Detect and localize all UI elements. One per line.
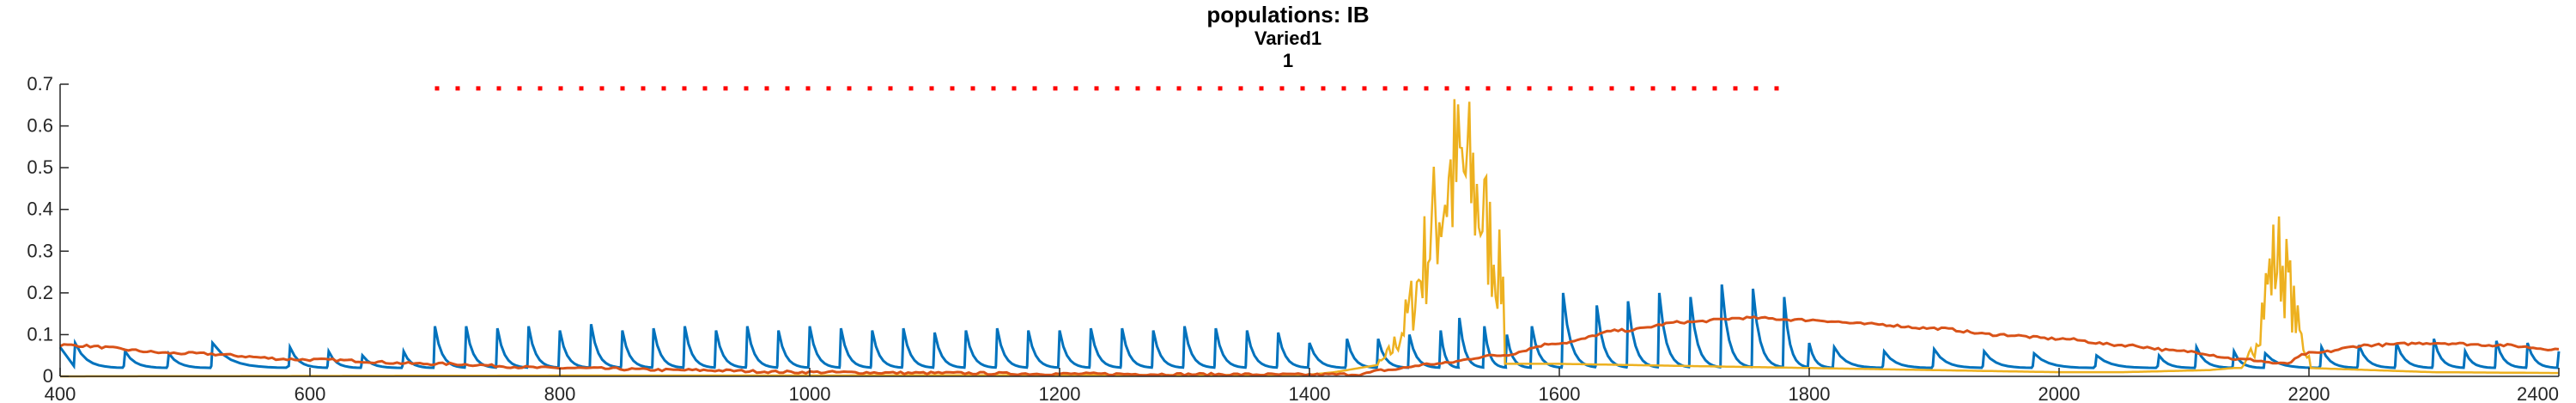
x-tick-label: 2400 xyxy=(2517,383,2559,403)
y-tick-label: 0.2 xyxy=(27,282,53,303)
chart-subtitle-1: Varied1 xyxy=(1255,27,1321,49)
x-tick-label: 2000 xyxy=(2038,383,2081,403)
plot-background xyxy=(60,84,2559,376)
axes-layer: 400 600 800 1000 1200 1400 1600 1800 2000 2200 240… xyxy=(27,73,2560,403)
x-tick-label: 400 xyxy=(45,383,76,403)
series-orange-line xyxy=(59,315,2560,377)
x-tick-label: 1400 xyxy=(1289,383,1331,403)
x-tick-label: 1200 xyxy=(1039,383,1081,403)
y-tick-label: 0.6 xyxy=(27,115,53,137)
x-tick-label: 600 xyxy=(295,383,326,403)
x-tick-label: 1000 xyxy=(789,383,831,403)
x-tick-label: 1600 xyxy=(1539,383,1581,403)
y-tick-label: 0.3 xyxy=(27,240,53,261)
y-tick-label: 0.1 xyxy=(27,323,53,345)
chart-title: populations: IB xyxy=(1206,2,1369,27)
y-tick-label: 0.5 xyxy=(27,156,53,178)
x-tick-label: 800 xyxy=(544,383,576,403)
x-tick-label: 1800 xyxy=(1789,383,1831,403)
y-tick-label: 0 xyxy=(43,365,53,387)
y-tick-label: 0.4 xyxy=(27,198,53,220)
y-tick-label: 0.7 xyxy=(27,73,53,95)
x-tick-label: 2200 xyxy=(2288,383,2330,403)
chart-subtitle-2: 1 xyxy=(1283,50,1293,71)
plot-area xyxy=(60,84,2559,376)
